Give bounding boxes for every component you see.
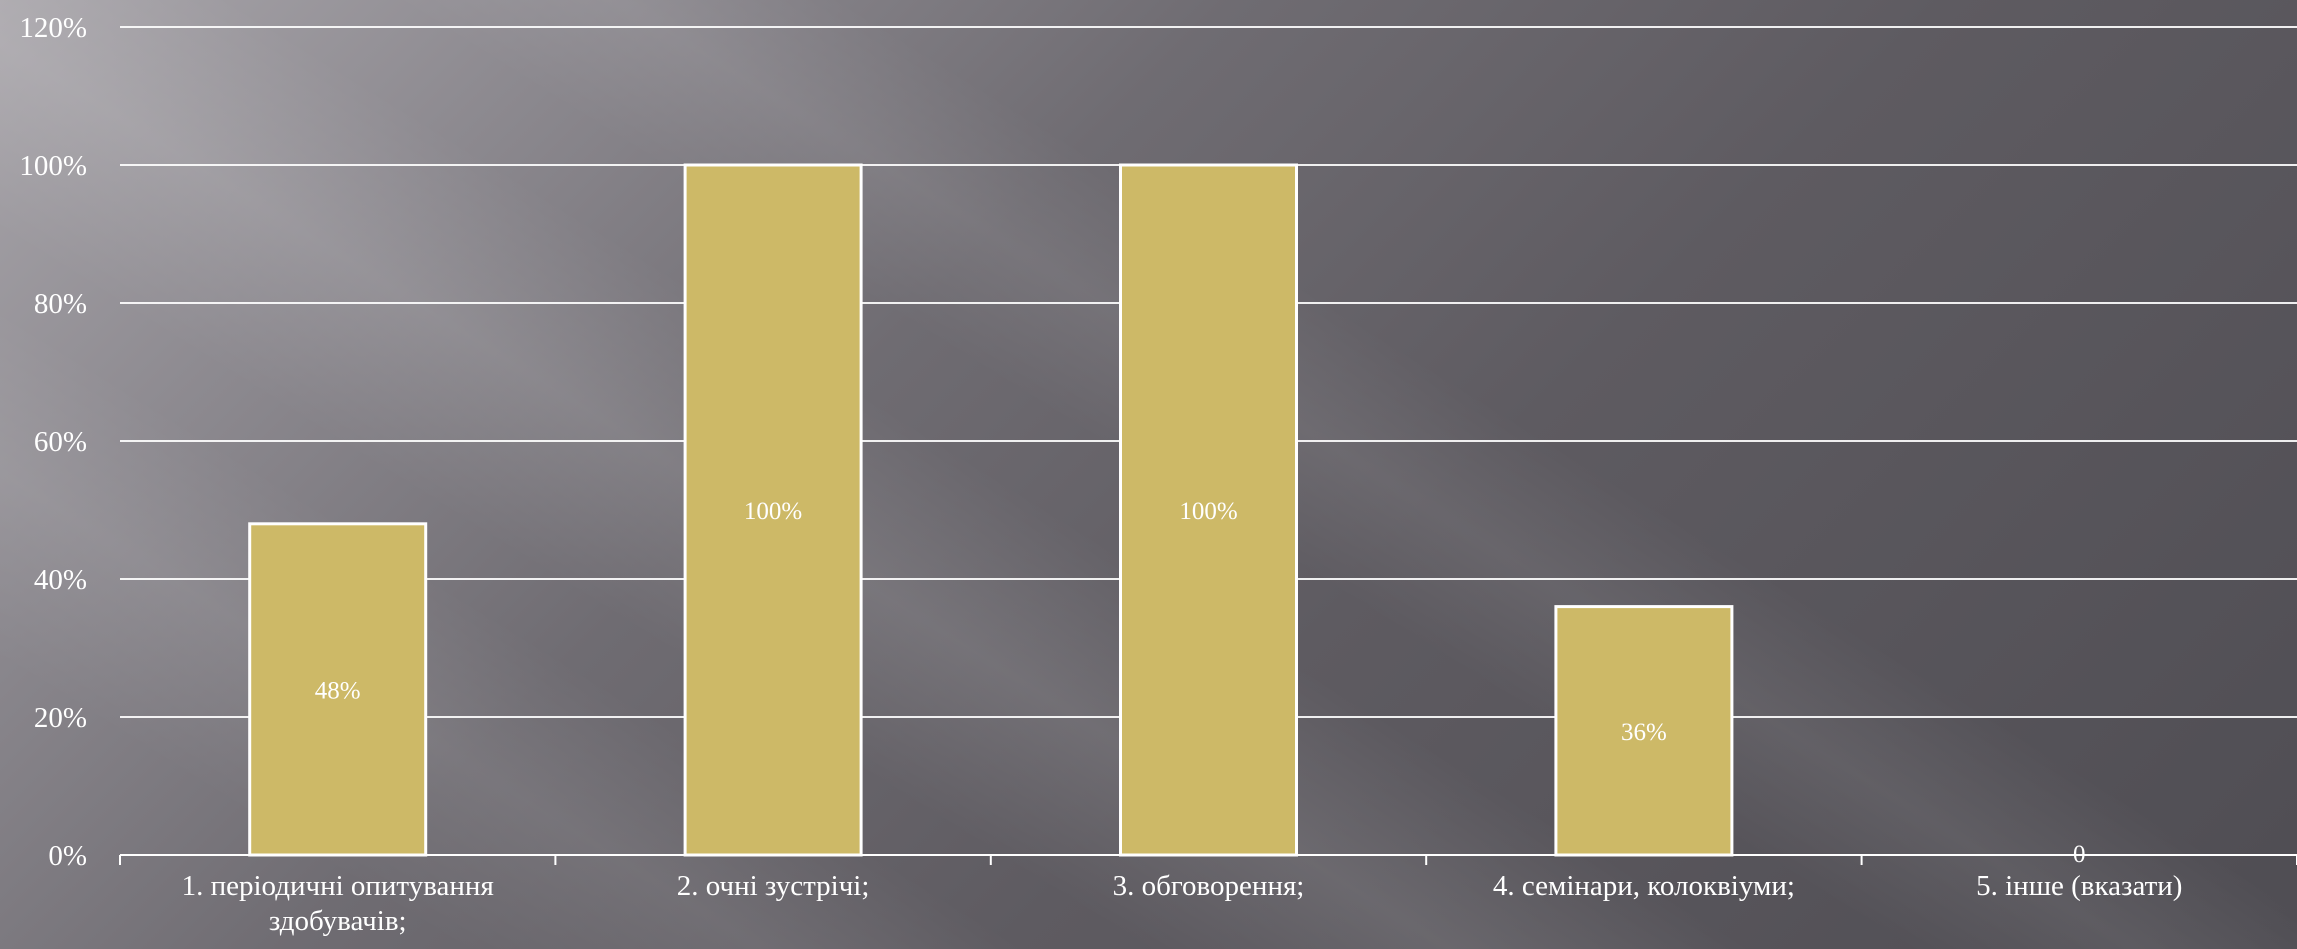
x-category-label: 4. семінари, колоквіуми;	[1493, 870, 1795, 902]
x-category-label: 1. періодичні опитування здобувачів;	[182, 870, 494, 937]
x-category-label-line: 1. періодичні опитування	[182, 870, 494, 902]
x-category-label-line: здобувачів;	[269, 905, 407, 937]
y-tick-label: 60%	[34, 426, 87, 458]
data-label: 48%	[315, 677, 361, 704]
data-labels: 48% 100% 100% 36% 0	[315, 498, 2086, 868]
x-axis-category-labels: 1. періодичні опитування здобувачів; 2. оч…	[182, 870, 2183, 937]
data-label: 100%	[744, 498, 802, 525]
x-category-label: 2. очні зустрічі;	[677, 870, 870, 902]
y-axis-tick-labels: 0% 20% 40% 60% 80% 100% 120%	[19, 12, 87, 872]
y-tick-label: 0%	[48, 840, 87, 872]
bar	[248, 522, 428, 857]
x-category-label-line: 4. семінари, колоквіуми;	[1493, 870, 1795, 902]
y-tick-label: 120%	[19, 12, 87, 44]
data-label: 36%	[1621, 719, 1667, 746]
bars	[248, 163, 1734, 857]
x-category-label: 3. обговорення;	[1113, 870, 1305, 902]
x-category-label-line: 5. інше (вказати)	[1976, 870, 2182, 902]
x-axis	[119, 854, 2297, 865]
y-tick-label: 40%	[34, 564, 87, 596]
y-tick-label: 80%	[34, 288, 87, 320]
data-label: 0	[2073, 841, 2086, 868]
x-category-label-line: 2. очні зустрічі;	[677, 870, 870, 902]
y-tick-label: 100%	[19, 150, 87, 182]
data-label: 100%	[1179, 498, 1237, 525]
x-category-label: 5. інше (вказати)	[1976, 870, 2182, 902]
x-category-label-line: 3. обговорення;	[1113, 870, 1305, 902]
y-tick-label: 20%	[34, 702, 87, 734]
